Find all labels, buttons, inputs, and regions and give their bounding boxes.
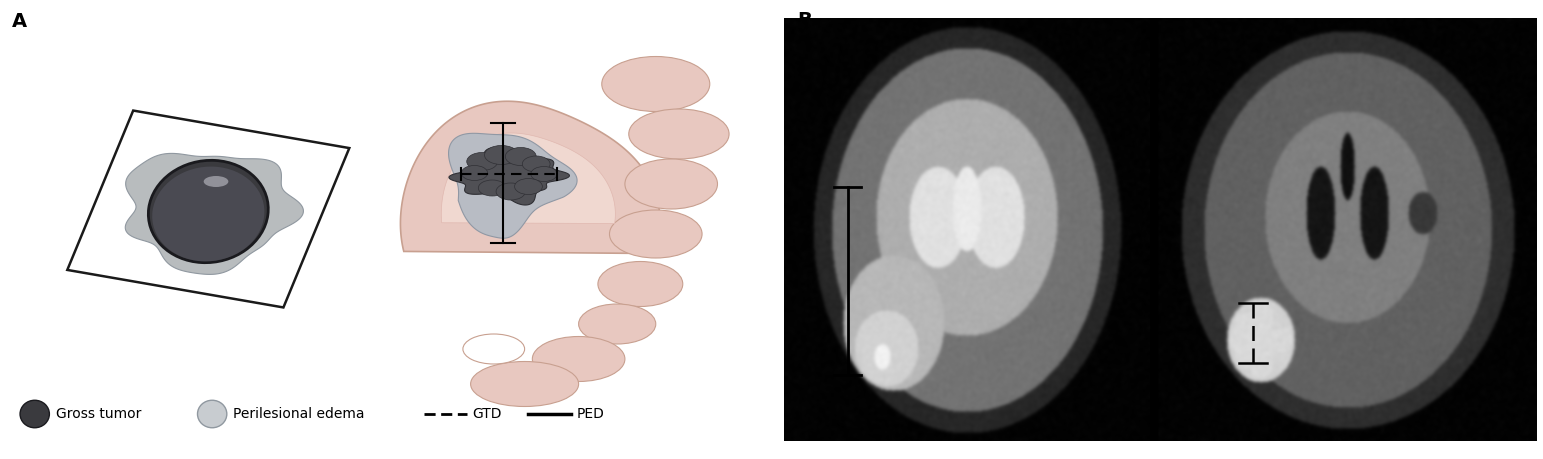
Ellipse shape [497,183,526,200]
Text: Gross tumor: Gross tumor [56,407,140,421]
Ellipse shape [148,160,268,263]
Polygon shape [449,133,577,238]
Ellipse shape [599,262,684,307]
Text: A: A [12,11,26,30]
Ellipse shape [478,180,506,196]
Text: PED: PED [577,407,605,421]
Polygon shape [441,133,616,224]
Text: B: B [798,11,812,30]
Ellipse shape [506,147,537,166]
Ellipse shape [602,56,710,112]
Ellipse shape [463,334,525,364]
Ellipse shape [198,400,227,428]
Ellipse shape [630,109,730,159]
Ellipse shape [485,146,518,164]
Ellipse shape [609,210,702,258]
Polygon shape [449,148,569,205]
Ellipse shape [20,400,49,428]
Polygon shape [68,111,349,308]
Ellipse shape [468,152,498,170]
Ellipse shape [461,166,488,180]
Ellipse shape [523,156,551,172]
Polygon shape [401,101,660,253]
Ellipse shape [532,336,625,381]
Text: Perilesional edema: Perilesional edema [233,407,364,421]
Ellipse shape [515,179,542,195]
Polygon shape [125,153,304,274]
Ellipse shape [204,176,228,187]
Text: GTD: GTD [472,407,501,421]
Ellipse shape [579,304,656,344]
Ellipse shape [471,362,579,407]
Ellipse shape [625,159,717,209]
Ellipse shape [531,167,557,181]
Ellipse shape [153,167,264,262]
Ellipse shape [159,185,258,213]
